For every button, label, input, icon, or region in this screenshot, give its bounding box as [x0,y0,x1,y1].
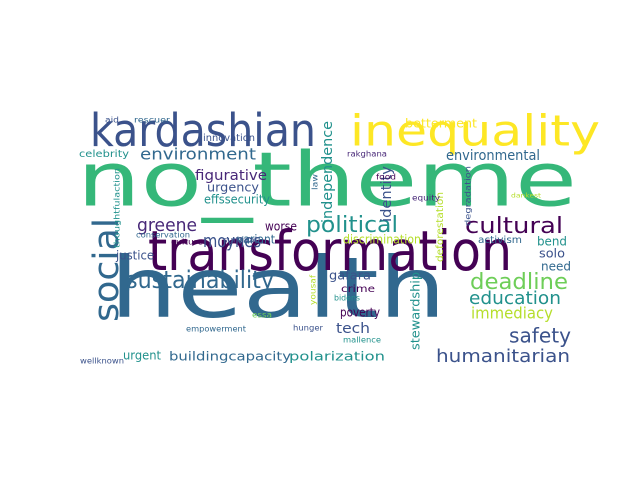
word-greene: greene [137,215,197,236]
word-deforestation: deforestation [435,192,446,262]
word-no-theme: no_theme [77,136,577,224]
word-poverty: poverty [340,306,380,320]
word-innovation: innovation [203,133,255,144]
word-justice: justice [115,249,154,263]
word-survival: survival [223,236,257,245]
word-rakghana: rakghana [347,150,387,159]
word-crime: crime [341,284,375,295]
word-humanitarian: humanitarian [436,346,570,367]
word-environment: environment [140,145,256,164]
word-gafara: gafara [329,269,371,283]
word-discrimination: discrimination [343,233,421,247]
word-need: need [541,260,571,274]
word-independence: independence [320,121,336,223]
word-urgency: urgency [207,181,259,195]
word-mallence: mallence [343,336,381,345]
word-thoughtfulaction: thoughtfulaction [113,168,122,248]
word-betterment: betterment [405,117,477,131]
word-political: political [306,213,398,238]
word-essa: essa [252,311,272,320]
word-immediacy: immediacy [471,304,553,323]
word-safety: safety [509,324,571,348]
word-inequality: inequality [350,107,600,157]
word-dankest: dankest [511,193,542,200]
word-empowerment: empowerment [186,325,246,334]
word-environmental: environmental [446,148,540,164]
word-rescuer: rescuer [134,116,171,125]
word-equity: equity [412,194,440,203]
word-cultural: cultural [465,214,563,239]
word-degradation: degradation [464,166,473,226]
word-urgent: urgent [123,349,161,363]
word-bidens: bidens [334,294,360,303]
word-hunger: hunger [293,324,324,333]
word-yousaf: yousaf [309,275,318,305]
word-deadline: deadline [470,270,568,295]
word-moynes: moynes [203,231,261,252]
word-figurative: figurative [195,168,267,184]
word-kardashian: kardashian [90,104,316,157]
word-law: law [311,173,320,190]
word-aid: aid [105,116,119,125]
word-transformation: transformation [148,219,512,283]
word-culture: culture [171,238,203,247]
word-education: education [469,288,561,309]
word-health: health [110,239,446,337]
word-buildingcapacity: buildingcapacity [169,350,291,364]
word-effssecurity: effssecurity [204,193,270,207]
word-polarization: polarization [289,350,385,364]
word-conservation: conservation [136,231,190,240]
word-worse: worse [265,220,297,234]
word-food: food [376,173,396,182]
word-social: social [87,218,127,322]
word-activism: activism [478,235,522,246]
word-variant: variant [237,233,275,247]
word-bend: bend [537,235,567,249]
word-solo: solo [539,247,565,261]
word-wellknown: wellknown [80,357,124,366]
word-celebrity: celebrity [79,149,129,160]
word-tech: tech [336,321,370,337]
word-identity: identity [379,166,395,222]
word-stewardship: stewardship [409,272,423,350]
word-sustainability: sustainability [126,266,274,294]
